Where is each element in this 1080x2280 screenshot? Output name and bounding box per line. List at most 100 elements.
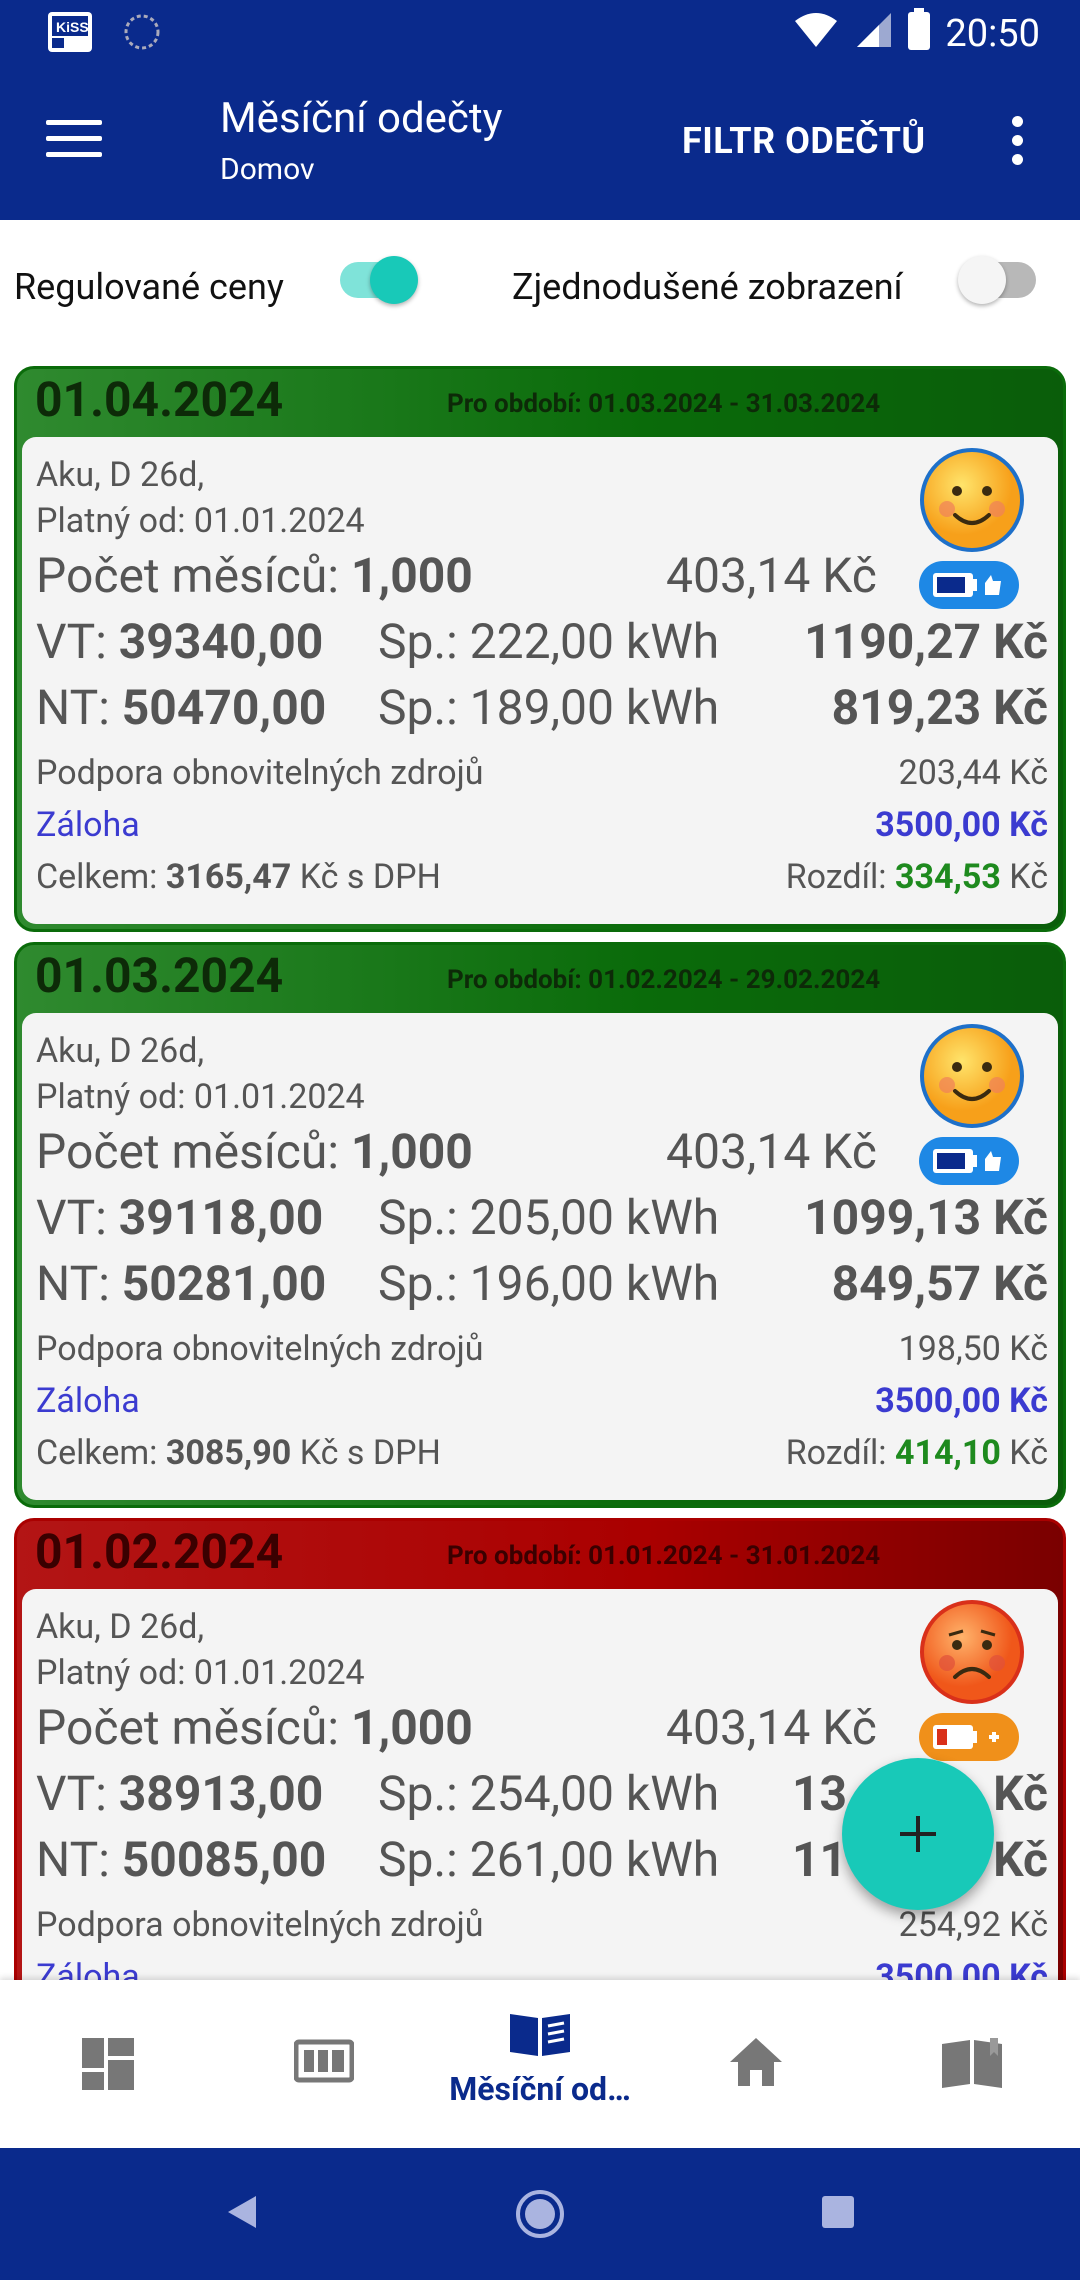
back-icon[interactable] bbox=[224, 2192, 260, 2236]
nt-price: 11 bbox=[792, 1831, 848, 1888]
nt-reading: NT: 50085,00 bbox=[36, 1831, 327, 1888]
months-row: Počet měsíců: 1,000 bbox=[36, 547, 473, 604]
reading-details: Aku, D 26d, Platný od: 01.01.2024 Počet … bbox=[22, 1589, 1058, 1980]
valid-from-text: Platný od: 01.01.2024 bbox=[36, 1653, 365, 1693]
nav-monthly-readings-label: Měsíční od… bbox=[449, 2070, 631, 2108]
simplified-view-switch[interactable] bbox=[958, 256, 1036, 304]
battery-full-icon bbox=[919, 1137, 1019, 1185]
nt-reading: NT: 50281,00 bbox=[36, 1255, 327, 1312]
reading-details: Aku, D 26d, Platný od: 01.01.2024 Počet … bbox=[22, 1013, 1058, 1500]
recents-icon[interactable] bbox=[820, 2194, 856, 2234]
support-label: Podpora obnovitelných zdrojů bbox=[36, 1905, 484, 1945]
vt-consumption: Sp.: 222,00 kWh bbox=[378, 613, 720, 670]
plus-icon bbox=[896, 1797, 940, 1872]
simplified-view-label: Zjednodušené zobrazení bbox=[512, 266, 903, 308]
more-options-icon[interactable] bbox=[1010, 116, 1026, 172]
nt-price: 819,23 Kč bbox=[831, 679, 1048, 736]
reading-period: Pro období: 01.03.2024 - 31.03.2024 bbox=[447, 389, 881, 419]
meter-counter-icon bbox=[293, 2036, 355, 2090]
months-row: Počet měsíců: 1,000 bbox=[36, 1123, 473, 1180]
deposit-label: Záloha bbox=[36, 805, 140, 845]
reading-period: Pro období: 01.01.2024 - 31.01.2024 bbox=[447, 1541, 881, 1571]
add-reading-button[interactable] bbox=[842, 1758, 994, 1910]
reading-date: 01.04.2024 bbox=[35, 371, 284, 428]
vt-price-unit: Kč bbox=[993, 1765, 1048, 1822]
battery-full-icon bbox=[919, 561, 1019, 609]
tariff-text: Aku, D 26d, bbox=[36, 455, 205, 495]
valid-from-text: Platný od: 01.01.2024 bbox=[36, 1077, 365, 1117]
filter-button[interactable]: FILTR ODEČTŮ bbox=[682, 120, 926, 162]
battery-low-icon bbox=[919, 1713, 1019, 1761]
nt-consumption: Sp.: 261,00 kWh bbox=[378, 1831, 720, 1888]
signal-icon bbox=[853, 9, 893, 59]
home-circle-icon[interactable] bbox=[514, 2188, 566, 2244]
battery-icon bbox=[907, 8, 931, 60]
reading-period: Pro období: 01.02.2024 - 29.02.2024 bbox=[447, 965, 881, 995]
reading-date: 01.03.2024 bbox=[35, 947, 284, 1004]
deposit-value: 3500,00 Kč bbox=[875, 805, 1048, 845]
vt-price: 13 bbox=[792, 1765, 848, 1822]
page-title: Měsíční odečty bbox=[220, 94, 503, 143]
nav-monthly-readings[interactable]: Měsíční od… bbox=[432, 1980, 648, 2148]
nt-price: 849,57 Kč bbox=[831, 1255, 1048, 1312]
sync-icon bbox=[122, 12, 162, 56]
nav-dashboard[interactable] bbox=[0, 1980, 216, 2148]
kiss-app-icon: KiSS bbox=[46, 10, 94, 58]
support-price: 254,92 Kč bbox=[898, 1905, 1048, 1945]
difference-row: Rozdíl: 334,53 Kč bbox=[785, 857, 1048, 897]
valid-from-text: Platný od: 01.01.2024 bbox=[36, 501, 365, 541]
nt-price-unit: Kč bbox=[993, 1831, 1048, 1888]
nt-reading: NT: 50470,00 bbox=[36, 679, 327, 736]
nt-consumption: Sp.: 196,00 kWh bbox=[378, 1255, 720, 1312]
regulated-prices-switch[interactable] bbox=[340, 256, 418, 304]
vt-consumption: Sp.: 205,00 kWh bbox=[378, 1189, 720, 1246]
reading-card[interactable]: 01.03.2024 Pro období: 01.02.2024 - 29.0… bbox=[14, 942, 1066, 1508]
reading-details: Aku, D 26d, Platný od: 01.01.2024 Počet … bbox=[22, 437, 1058, 924]
wifi-icon bbox=[793, 9, 839, 59]
nav-home[interactable] bbox=[648, 1980, 864, 2148]
clock: 20:50 bbox=[945, 12, 1040, 56]
vt-consumption: Sp.: 254,00 kWh bbox=[378, 1765, 720, 1822]
support-price: 198,50 Kč bbox=[898, 1329, 1048, 1369]
deposit-label: Záloha bbox=[36, 1381, 140, 1421]
svg-text:KiSS: KiSS bbox=[56, 19, 89, 35]
nav-guide[interactable] bbox=[864, 1980, 1080, 2148]
dashboard-icon bbox=[80, 2036, 136, 2096]
vt-reading: VT: 39118,00 bbox=[36, 1189, 324, 1246]
vt-reading: VT: 38913,00 bbox=[36, 1765, 324, 1822]
tariff-text: Aku, D 26d, bbox=[36, 1031, 205, 1071]
months-row: Počet měsíců: 1,000 bbox=[36, 1699, 473, 1756]
reading-date: 01.02.2024 bbox=[35, 1523, 284, 1580]
home-icon bbox=[728, 2036, 784, 2092]
nav-meter[interactable] bbox=[216, 1980, 432, 2148]
bottom-navigation: Měsíční od… bbox=[0, 1980, 1080, 2148]
total-row: Celkem: 3165,47 Kč s DPH bbox=[36, 857, 441, 897]
months-price: 403,14 Kč bbox=[666, 547, 877, 604]
vt-price: 1099,13 Kč bbox=[804, 1189, 1048, 1246]
support-label: Podpora obnovitelných zdrojů bbox=[36, 753, 484, 793]
toggles-row: Regulované ceny Zjednodušené zobrazení bbox=[0, 220, 1080, 355]
support-label: Podpora obnovitelných zdrojů bbox=[36, 1329, 484, 1369]
reading-card[interactable]: 01.02.2024 Pro období: 01.01.2024 - 31.0… bbox=[14, 1518, 1066, 1980]
months-price: 403,14 Kč bbox=[666, 1699, 877, 1756]
open-book-icon bbox=[508, 2010, 572, 2062]
tariff-text: Aku, D 26d, bbox=[36, 1607, 205, 1647]
sad-face-icon bbox=[919, 1599, 1025, 1705]
vt-reading: VT: 39340,00 bbox=[36, 613, 324, 670]
status-bar: KiSS 20:50 bbox=[0, 0, 1080, 66]
difference-row: Rozdíl: 414,10 Kč bbox=[785, 1433, 1048, 1473]
reading-card[interactable]: 01.04.2024 Pro období: 01.03.2024 - 31.0… bbox=[14, 366, 1066, 932]
months-price: 403,14 Kč bbox=[666, 1123, 877, 1180]
system-navigation bbox=[0, 2148, 1080, 2280]
menu-icon[interactable] bbox=[46, 120, 102, 168]
happy-face-icon bbox=[919, 447, 1025, 553]
regulated-prices-label: Regulované ceny bbox=[14, 266, 284, 308]
happy-face-icon bbox=[919, 1023, 1025, 1129]
book-icon bbox=[940, 2036, 1004, 2092]
total-row: Celkem: 3085,90 Kč s DPH bbox=[36, 1433, 441, 1473]
vt-price: 1190,27 Kč bbox=[804, 613, 1048, 670]
page-subtitle: Domov bbox=[220, 152, 315, 187]
nt-consumption: Sp.: 189,00 kWh bbox=[378, 679, 720, 736]
deposit-value: 3500,00 Kč bbox=[875, 1381, 1048, 1421]
readings-list[interactable]: 01.04.2024 Pro období: 01.03.2024 - 31.0… bbox=[0, 355, 1080, 1980]
